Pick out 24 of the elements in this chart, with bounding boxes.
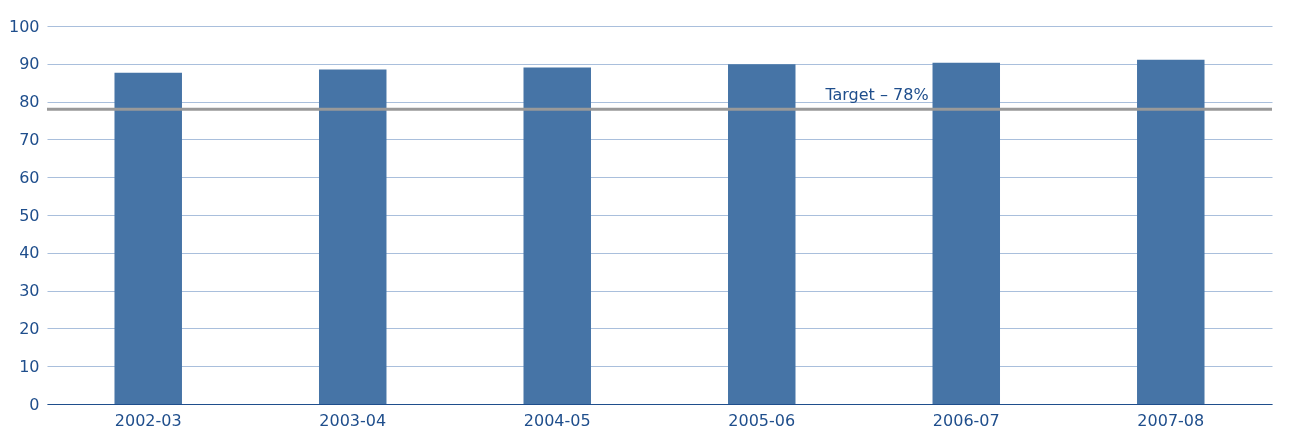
bar <box>523 67 591 404</box>
x-tick-label: 2004-05 <box>523 410 591 430</box>
bar <box>932 62 1001 404</box>
x-tick-label: 2003-04 <box>319 410 387 430</box>
x-tick-label: 2002-03 <box>114 410 182 430</box>
x-tick-label: 2007-08 <box>1137 410 1205 430</box>
y-tick-label: 40 <box>19 243 40 263</box>
y-tick-label: 30 <box>19 281 40 301</box>
y-tick-label: 80 <box>19 92 40 112</box>
y-tick-label: 100 <box>8 16 40 36</box>
y-tick-label: 50 <box>19 205 40 225</box>
ref-line-label: Target – 78% <box>824 85 929 105</box>
y-tick-label: 20 <box>19 318 40 338</box>
y-tick-label: 60 <box>19 167 40 187</box>
bar <box>728 64 796 404</box>
bar <box>114 72 182 404</box>
y-tick-label: 0 <box>29 394 40 414</box>
y-tick-label: 10 <box>19 356 40 376</box>
bar <box>1137 59 1205 404</box>
y-tick-label: 70 <box>19 129 40 149</box>
bar <box>318 69 387 404</box>
y-tick-label: 90 <box>19 54 40 74</box>
x-tick-label: 2006-07 <box>932 410 1000 430</box>
x-tick-label: 2005-06 <box>728 410 796 430</box>
